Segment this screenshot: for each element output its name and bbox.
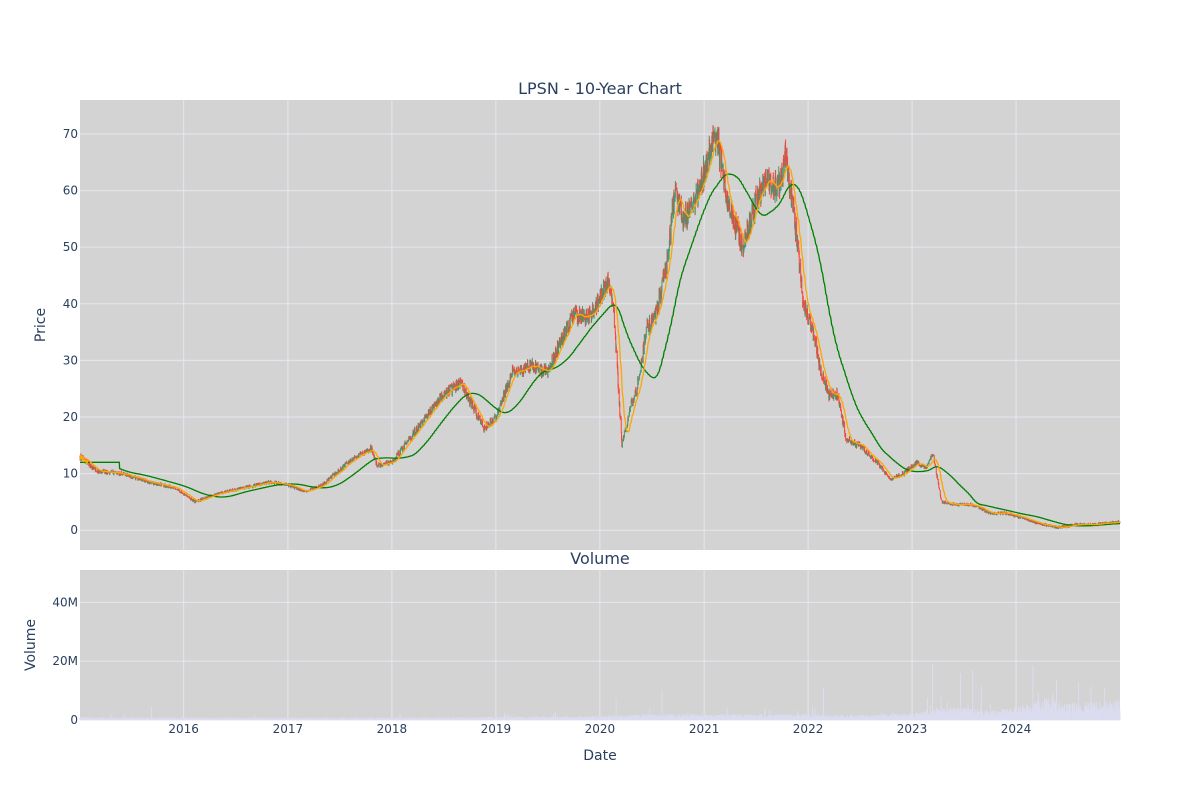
volume-panel: 2016 2017 2018 2019 2020 2021 2022 2023 2024 0 20M… bbox=[52, 570, 1121, 736]
x-tick-label: 2017 bbox=[273, 722, 304, 736]
volume-y-tick-label: 0 bbox=[70, 713, 78, 727]
x-tick-label: 2018 bbox=[377, 722, 408, 736]
price-y-axis-label: Price bbox=[33, 308, 49, 342]
volume-y-tick-label: 20M bbox=[52, 654, 78, 668]
price-y-tick-label: 70 bbox=[63, 127, 78, 141]
ma-long-line bbox=[80, 173, 1120, 527]
x-tick-label: 2024 bbox=[1001, 722, 1032, 736]
price-y-tick-label: 20 bbox=[63, 410, 78, 424]
ma-short-line bbox=[79, 140, 1120, 529]
price-panel: 0 10 20 30 40 50 60 70 bbox=[63, 100, 1121, 550]
price-y-tick-label: 50 bbox=[63, 240, 78, 254]
price-y-tick-label: 40 bbox=[63, 297, 78, 311]
x-axis-label: Date bbox=[583, 748, 616, 764]
x-tick-label: 2023 bbox=[897, 722, 928, 736]
x-tick-label: 2021 bbox=[689, 722, 720, 736]
price-y-tick-label: 60 bbox=[63, 184, 78, 198]
price-y-tick-label: 30 bbox=[63, 353, 78, 367]
x-tick-label: 2022 bbox=[793, 722, 824, 736]
price-y-tick-label: 0 bbox=[70, 523, 78, 537]
volume-bars-group bbox=[79, 664, 1121, 720]
price-y-tick-label: 10 bbox=[63, 467, 78, 481]
x-tick-label: 2020 bbox=[585, 722, 616, 736]
price-chart-title: LPSN - 10-Year Chart bbox=[518, 79, 682, 98]
x-tick-label: 2019 bbox=[481, 722, 512, 736]
volume-y-axis-label: Volume bbox=[23, 619, 39, 671]
volume-chart-title: Volume bbox=[570, 549, 630, 568]
volume-y-tick-label: 40M bbox=[52, 595, 78, 609]
x-tick-label: 2016 bbox=[168, 722, 199, 736]
